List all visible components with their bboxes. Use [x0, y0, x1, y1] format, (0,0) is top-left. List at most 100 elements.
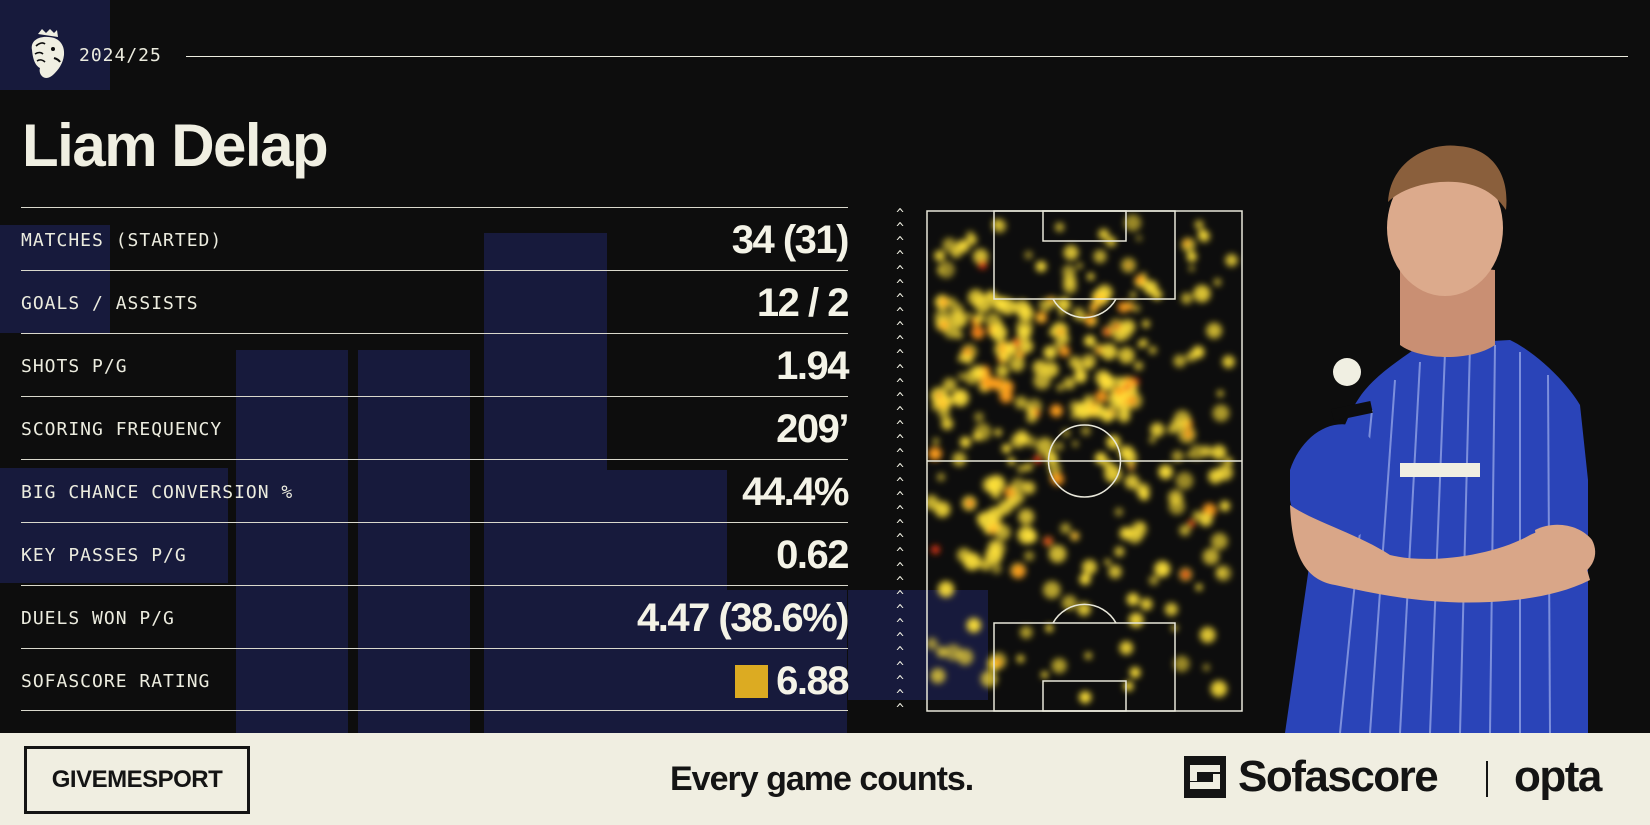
heatmap-blob [1033, 372, 1051, 390]
heatmap-blob [1051, 472, 1064, 486]
stat-label: KEY PASSES P/G [21, 545, 187, 566]
heatmap-blob [1167, 426, 1175, 434]
heatmap-blob [966, 312, 973, 319]
heatmap-blob [1018, 508, 1035, 525]
arrow-chevron: ^ [896, 503, 904, 519]
arrow-chevron: ^ [896, 277, 904, 293]
heatmap-blob [1148, 346, 1157, 355]
stat-row-shots: SHOTS P/G 1.94 [21, 333, 849, 396]
heatmap-blob [1043, 345, 1057, 360]
heatmap-blob [937, 267, 944, 274]
heatmap-blob [965, 231, 975, 240]
arrow-chevron: ^ [896, 221, 904, 237]
heatmap-blob [1002, 381, 1014, 393]
heatmap-blob [1043, 581, 1061, 599]
heatmap-blob [1038, 298, 1053, 313]
heatmap-blob [1081, 426, 1091, 436]
heatmap-blob [1137, 522, 1145, 530]
arrow-chevron: ^ [896, 659, 904, 675]
heatmap-blob [1140, 598, 1153, 611]
heatmap-blob [1010, 478, 1026, 493]
heatmap-blob [1056, 383, 1064, 392]
arrow-chevron: ^ [896, 390, 904, 406]
heatmap-blob [951, 389, 969, 407]
heatmap-blob [1189, 444, 1205, 460]
heatmap-blob [978, 260, 987, 270]
partner-divider [1486, 761, 1488, 797]
heatmap-blob [959, 436, 971, 448]
heatmap-blob [1164, 602, 1178, 616]
heatmap-blob [1024, 550, 1035, 562]
heatmap-blob [973, 248, 989, 265]
heatmap-blob [1193, 285, 1211, 303]
heatmap-blob [1135, 275, 1145, 285]
footer-bar: GIVEMESPORT Every game counts. Sofascore… [0, 733, 1650, 825]
stat-value: 12 / 2 [756, 281, 850, 325]
heatmap-blob [992, 296, 1008, 311]
stat-row-matches: MATCHES (STARTED) 34 (31) [21, 207, 850, 270]
heatmap-blob [1212, 404, 1230, 422]
heatmap-blob [1199, 512, 1213, 527]
heatmap-blob [1077, 602, 1091, 616]
heatmap-blob [993, 658, 1002, 667]
stat-label: GOALS / ASSISTS [21, 293, 199, 314]
heatmap-blob [1083, 360, 1093, 370]
stat-row-sofascore-rating: SOFASCORE RATING 6.88 [21, 648, 849, 711]
arrow-chevron: ^ [896, 334, 904, 350]
heatmap-blob [928, 446, 942, 461]
heatmap-blob [1098, 228, 1110, 240]
arrow-chevron: ^ [896, 235, 904, 251]
stat-row-goals-assists: GOALS / ASSISTS 12 / 2 [21, 270, 850, 333]
heatmap-blob [1180, 569, 1191, 580]
heatmap-blob [956, 239, 971, 254]
heatmap-blob [934, 250, 946, 262]
heatmap-blob [1041, 671, 1049, 679]
heatmap-blob [964, 369, 980, 385]
heatmap-blob [1129, 291, 1137, 299]
heatmap-blob [937, 581, 955, 598]
heatmap-blob [1121, 527, 1132, 538]
givemesport-logo[interactable]: GIVEMESPORT [24, 746, 250, 814]
heatmap-blob [987, 506, 1003, 523]
heatmap-blob [1149, 436, 1156, 444]
pitch-heatmap [926, 210, 1243, 712]
heatmap-blob [1093, 249, 1107, 263]
heatmap-blob [1132, 670, 1140, 678]
heatmap-blob [1217, 390, 1224, 397]
heatmap-blob [1213, 278, 1222, 287]
heatmap-blob [985, 546, 1003, 565]
stat-value: 1.94 [776, 344, 849, 388]
heatmap-blob [1060, 523, 1071, 534]
heatmap-blob [1171, 450, 1184, 463]
heatmap-blob [1150, 422, 1165, 437]
sofascore-logo[interactable]: Sofascore [1184, 752, 1439, 801]
sofascore-wordmark: Sofascore [1238, 752, 1439, 801]
stat-value: 44.4% [742, 470, 849, 514]
heatmap-blob [981, 375, 995, 390]
background-block [236, 350, 348, 733]
heatmap-blob [1019, 626, 1033, 639]
heatmap-blob [1024, 462, 1033, 472]
infographic-stage: 2024/25 Liam Delap MATCHES (STARTED) 34 … [0, 0, 1628, 733]
heatmap-blob [1104, 465, 1122, 483]
season-label: 2024/25 [79, 45, 162, 66]
arrow-chevron: ^ [896, 207, 904, 222]
heatmap-blob [936, 393, 942, 399]
heatmap-blob [957, 372, 966, 381]
heatmap-blob [966, 618, 982, 633]
heatmap-blob [1026, 412, 1038, 423]
heatmap-blob [1033, 455, 1042, 464]
stat-label: DUELS WON P/G [21, 608, 175, 629]
heatmap-blob [936, 473, 946, 482]
arrow-chevron: ^ [896, 404, 904, 420]
heatmap-blob [1202, 548, 1220, 565]
arrow-chevron: ^ [896, 348, 904, 364]
heatmap-blob [954, 330, 964, 340]
opta-logo[interactable]: opta [1514, 752, 1602, 801]
arrow-chevron: ^ [896, 376, 904, 392]
heatmap-blob [1119, 641, 1134, 655]
stat-label: BIG CHANCE CONVERSION % [21, 482, 294, 503]
arrow-chevron: ^ [896, 419, 904, 435]
heatmap-blob [1014, 492, 1025, 503]
sofascore-logo-icon [1184, 756, 1226, 798]
